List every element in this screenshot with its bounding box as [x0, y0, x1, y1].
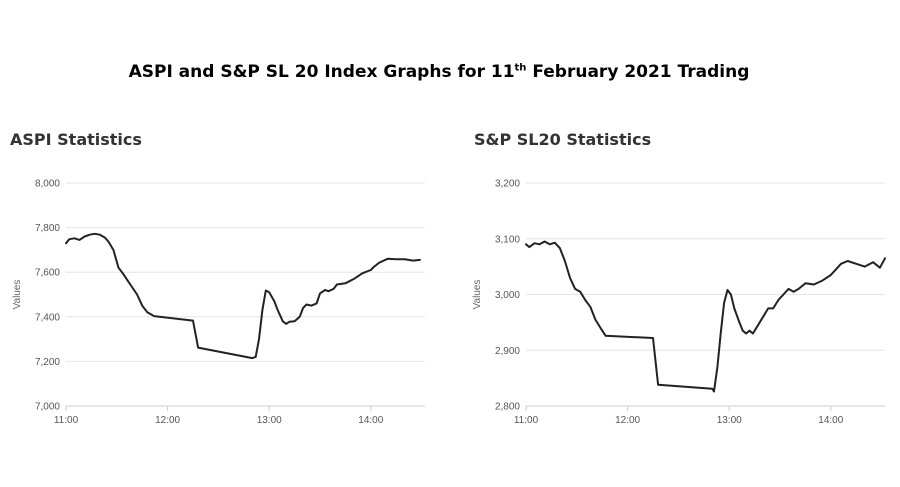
- aspi-y-tick-label: 7,400: [35, 312, 60, 323]
- aspi-chart-title: ASPI Statistics: [10, 130, 142, 149]
- aspi-y-axis-title: Values: [12, 280, 23, 310]
- aspi-x-tick-label: 11:00: [54, 415, 79, 426]
- aspi-y-tick-label: 7,200: [35, 357, 60, 368]
- aspi-x-tick-label: 12:00: [155, 415, 180, 426]
- spsl20-x-tick-label: 12:00: [615, 415, 640, 426]
- spsl20-y-tick-label: 3,000: [495, 290, 520, 301]
- spsl20-y-axis-title: Values: [472, 280, 483, 310]
- aspi-y-tick-label: 7,800: [35, 223, 60, 234]
- spsl20-y-tick-label: 2,800: [495, 402, 520, 413]
- aspi-y-tick-label: 8,000: [35, 179, 60, 190]
- spsl20-y-tick-label: 2,900: [495, 346, 520, 357]
- aspi-x-tick-label: 13:00: [257, 415, 282, 426]
- aspi-y-tick-label: 7,600: [35, 268, 60, 279]
- spsl20-y-tick-label: 3,100: [495, 234, 520, 245]
- spsl20-x-tick-label: 14:00: [818, 415, 843, 426]
- spsl20-series-line: [525, 240, 886, 393]
- aspi-series-line: [65, 232, 421, 360]
- aspi-y-tick-label: 7,000: [35, 402, 60, 413]
- aspi-x-tick-label: 14:00: [358, 415, 383, 426]
- spsl20-x-tick-label: 13:00: [717, 415, 742, 426]
- page-title: ASPI and S&P SL 20 Index Graphs for 11th…: [128, 62, 750, 82]
- spsl20-x-tick-label: 11:00: [514, 415, 539, 426]
- spsl20-chart-title: S&P SL20 Statistics: [474, 130, 652, 149]
- spsl20-line-chart: 2,800 2,900 3,000 3,100 3,200 11:00 12:00 13:00…: [472, 179, 886, 426]
- spsl20-y-tick-label: 3,200: [495, 179, 520, 190]
- aspi-line-chart: 7,000 7,200 7,400 7,600 7,800 8,000 11:00 12:00…: [12, 179, 425, 426]
